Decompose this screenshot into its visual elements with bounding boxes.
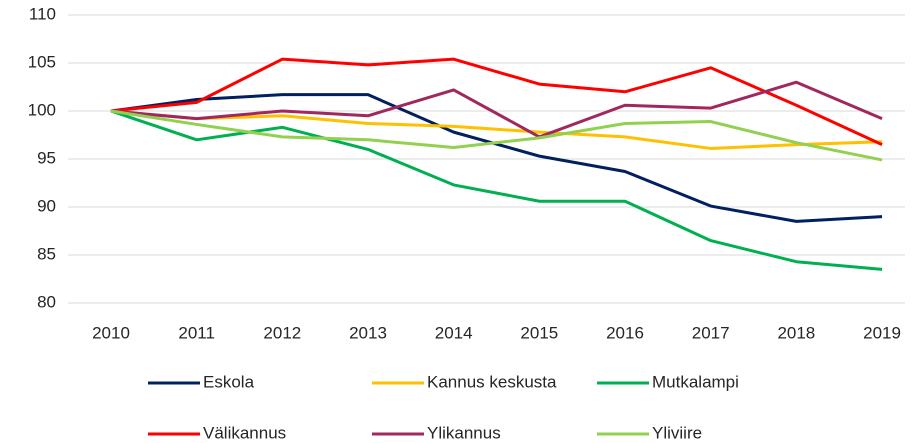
x-tick-label: 2014 [435,323,473,342]
y-tick-label: 85 [37,244,56,263]
series-line [110,109,883,271]
series-line [110,109,883,150]
y-tick-label: 105 [28,52,56,71]
series-line [110,57,883,146]
x-tick-label: 2010 [92,323,130,342]
y-tick-label: 100 [28,100,56,119]
legend-label: Yliviire [652,423,702,442]
y-tick-label: 90 [37,196,56,215]
x-tick-label: 2016 [606,323,644,342]
series-line [110,80,883,139]
x-tick-label: 2013 [349,323,387,342]
legend-label: Ylikannus [427,423,501,442]
x-tick-label: 2015 [520,323,558,342]
y-tick-label: 110 [29,4,56,23]
y-tick-label: 80 [37,292,56,311]
x-tick-label: 2019 [863,323,901,342]
x-tick-label: 2012 [263,323,301,342]
y-tick-label: 95 [37,148,56,167]
x-tick-label: 2017 [692,323,730,342]
legend-label: Kannus keskusta [427,372,557,391]
legend-label: Mutkalampi [652,372,739,391]
x-tick-label: 2011 [178,323,215,342]
series-line [110,109,883,162]
legend-label: Eskola [203,372,255,391]
legend-label: Välikannus [203,423,286,442]
x-tick-label: 2018 [777,323,815,342]
